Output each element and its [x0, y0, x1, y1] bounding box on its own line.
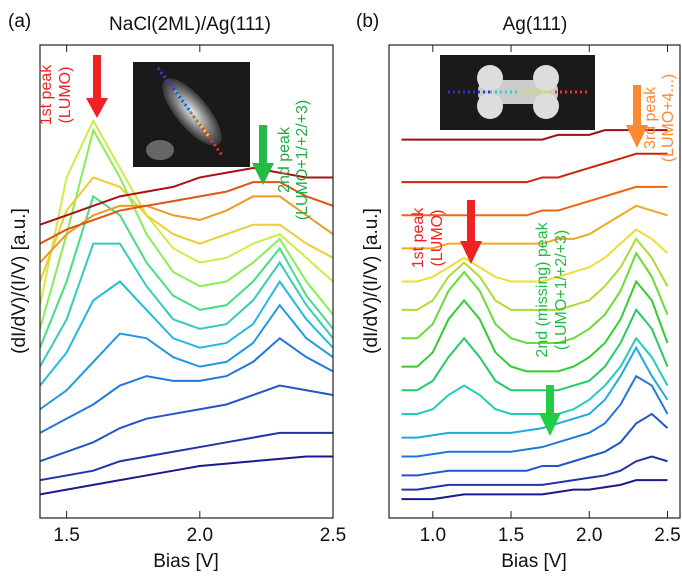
annotation: 3rd peak: [642, 86, 659, 149]
axes-frame: [388, 44, 681, 519]
spectrum-line: [40, 384, 333, 463]
annotation: (LUMO+4...): [660, 74, 677, 162]
annotation: (LUMO): [429, 210, 446, 267]
spectrum-line: [40, 303, 333, 411]
annotation: (LUMO+1/+2/+3): [294, 100, 311, 221]
spectrum-line: [401, 152, 668, 184]
spectrum-line: [401, 228, 669, 283]
spectrum-line: [40, 194, 333, 349]
spectrum-line: [401, 204, 668, 250]
x-axis-label: Bias [V]: [153, 551, 218, 572]
spectrum-line: [401, 345, 669, 439]
arrow: [539, 385, 561, 436]
spectrum-line: [40, 166, 333, 226]
axes-frame: [39, 44, 334, 519]
spectrum-line: [40, 118, 333, 306]
spectrum-line: [401, 455, 668, 491]
spectrum-line: [401, 250, 669, 344]
inset-image: [440, 55, 595, 130]
arrow: [626, 85, 648, 148]
spectrum-line: [401, 336, 669, 415]
panel-label: (a): [8, 11, 31, 32]
annotation: 1st peak: [410, 207, 427, 268]
plot-area: [401, 129, 669, 501]
x-tick-label: 1.0: [420, 525, 446, 546]
annotation: (LUMO+1/+2/+3): [553, 230, 570, 351]
spectrum-line: [401, 479, 668, 501]
spectrum-line: [401, 279, 669, 373]
x-tick-label: 2.5: [654, 525, 680, 546]
x-tick-label: 2.5: [320, 525, 346, 546]
chart-title: NaCl(2ML)/Ag(111): [109, 14, 271, 35]
x-tick-label: 1.5: [498, 525, 524, 546]
annotation: 2nd peak: [276, 126, 293, 193]
spectrum-line: [40, 127, 333, 330]
y-axis-label: (dI/dV)/(I/V) [a.u.]: [361, 208, 382, 354]
spectrum-line: [401, 412, 669, 477]
panel-label: (b): [356, 11, 379, 32]
spectrum-line: [40, 336, 333, 434]
spectrum-line: [40, 176, 333, 282]
arrow: [460, 200, 482, 264]
inset-image: [133, 62, 250, 167]
spectrum-line: [401, 129, 668, 141]
annotation: 1st peak: [38, 64, 55, 125]
spectrum-line: [40, 195, 333, 264]
spectrum-line: [401, 185, 668, 217]
spectrum-line: [401, 308, 669, 392]
arrow: [86, 55, 108, 118]
y-axis-label: (dI/dV)/(I/V) [a.u.]: [9, 208, 30, 354]
spectrum-line: [401, 374, 669, 458]
annotation: 2nd (missing) peak: [534, 221, 551, 357]
chart-title: Ag(111): [503, 14, 568, 35]
annotation: (LUMO): [57, 67, 74, 124]
spectrum-line: [40, 242, 333, 368]
spectrum-line: [40, 279, 333, 387]
arrow: [252, 125, 274, 185]
x-tick-label: 2.0: [576, 525, 602, 546]
spectrum-line: [40, 181, 333, 245]
plot-area: [40, 118, 333, 496]
x-tick-label: 2.0: [187, 525, 213, 546]
plots: 1.5 2.0 2.5 1.0 1.5 2.0 2.5: [39, 44, 681, 546]
spectrum-line: [401, 237, 669, 311]
x-tick-label: 1.5: [53, 525, 79, 546]
spectrum-line: [40, 455, 333, 496]
spectrum-line: [40, 431, 333, 482]
x-axis-label: Bias [V]: [501, 551, 566, 572]
